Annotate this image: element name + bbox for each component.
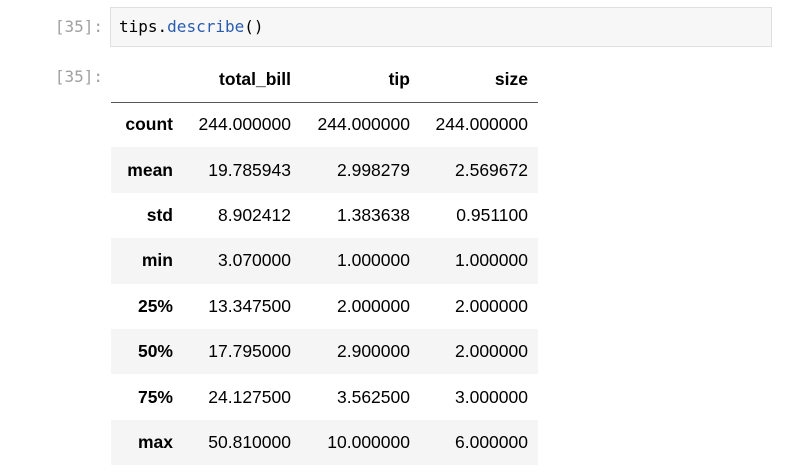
row-index: min <box>141 250 173 271</box>
input-prompt: [35]: <box>54 17 103 36</box>
row-index: 75% <box>137 386 173 407</box>
row-index: 25% <box>137 295 173 316</box>
code-object-token: tips <box>119 17 158 36</box>
table-cell: 1.000000 <box>337 250 410 271</box>
row-index: max <box>137 431 173 452</box>
table-row: 75% 24.127500 3.562500 3.000000 <box>111 374 538 419</box>
code-dot-token: . <box>157 17 168 36</box>
table-cell: 2.000000 <box>455 341 528 362</box>
table-row: 25% 13.347500 2.000000 2.000000 <box>111 284 538 329</box>
table-cell: 2.000000 <box>455 295 528 316</box>
code-cell-editor[interactable]: tips.describe() <box>110 7 772 47</box>
row-index: mean <box>127 159 173 180</box>
table-cell: 13.347500 <box>208 295 291 316</box>
table-cell: 244.000000 <box>435 114 528 135</box>
column-header: total_bill <box>183 58 301 103</box>
table-cell: 24.127500 <box>208 386 291 407</box>
table-cell: 19.785943 <box>208 159 291 180</box>
table-cell: 50.810000 <box>208 431 291 452</box>
code-paren-token: () <box>244 17 264 36</box>
table-cell: 0.951100 <box>456 204 528 225</box>
code-method-token: describe <box>167 17 245 36</box>
table-cell: 2.569672 <box>455 159 528 180</box>
row-index: count <box>125 114 173 135</box>
table-cell: 2.900000 <box>337 341 410 362</box>
dataframe-output: total_bill tip size count 244.000000 244… <box>111 58 538 466</box>
table-row: max 50.810000 10.000000 6.000000 <box>111 419 538 466</box>
table-row: mean 19.785943 2.998279 2.569672 <box>111 147 538 193</box>
table-cell: 3.000000 <box>455 386 528 407</box>
table-cell: 2.000000 <box>337 295 410 316</box>
table-cell: 10.000000 <box>327 431 410 452</box>
table-cell: 3.070000 <box>218 250 291 271</box>
row-index: 50% <box>137 341 173 362</box>
table-cell: 3.562500 <box>337 386 410 407</box>
output-prompt: [35]: <box>54 67 103 86</box>
table-cell: 1.000000 <box>455 250 528 271</box>
table-cell: 17.795000 <box>208 341 291 362</box>
table-cell: 6.000000 <box>455 431 528 452</box>
table-row: 50% 17.795000 2.900000 2.000000 <box>111 328 538 375</box>
describe-table: total_bill tip size count 244.000000 244… <box>111 58 538 466</box>
table-cell: 2.998279 <box>337 159 410 180</box>
code-line: tips.describe() <box>119 17 264 36</box>
table-row: min 3.070000 1.000000 1.000000 <box>111 238 538 284</box>
table-cell: 8.902412 <box>218 204 291 225</box>
index-header <box>111 58 183 103</box>
table-header-row: total_bill tip size <box>111 58 538 103</box>
column-header: tip <box>301 58 420 103</box>
table-row: std 8.902412 1.383638 0.951100 <box>111 193 538 238</box>
table-cell: 244.000000 <box>317 114 410 135</box>
row-index: std <box>146 204 173 225</box>
column-header: size <box>420 58 538 103</box>
table-cell: 1.383638 <box>337 204 410 225</box>
table-row: count 244.000000 244.000000 244.000000 <box>111 102 538 147</box>
table-cell: 244.000000 <box>198 114 291 135</box>
